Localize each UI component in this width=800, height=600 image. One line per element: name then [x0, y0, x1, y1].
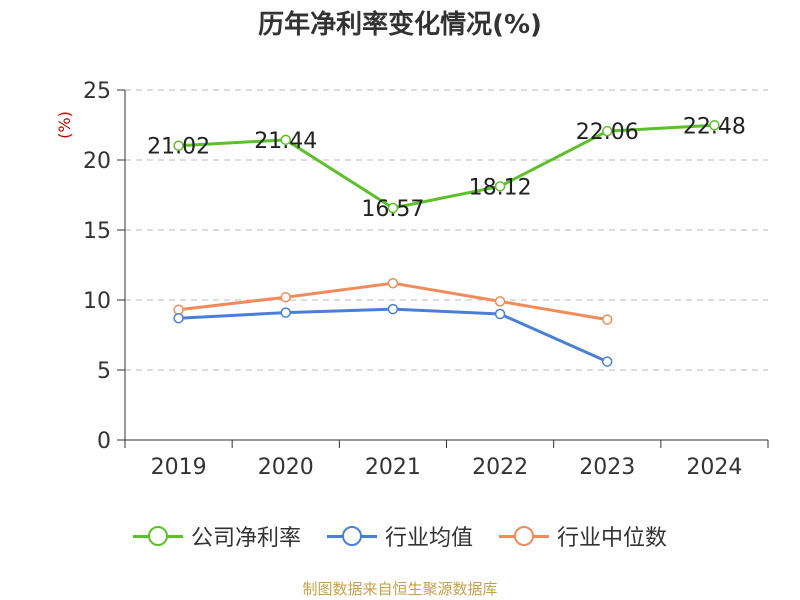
legend-item[interactable]: 行业中位数 — [499, 520, 667, 552]
data-label: 22.48 — [683, 114, 746, 139]
chart-title: 历年净利率变化情况(%) — [258, 10, 542, 40]
data-point — [280, 134, 291, 146]
source-note: 制图数据来自恒生聚源数据库 — [302, 580, 498, 598]
data-label: 21.02 — [147, 135, 210, 160]
data-point — [387, 303, 399, 315]
grid-lines — [125, 89, 768, 371]
y-tick-label: 10 — [83, 289, 111, 314]
data-point — [494, 181, 506, 192]
data-point — [387, 277, 399, 289]
data-point — [280, 291, 291, 303]
data-point — [173, 304, 184, 316]
y-tick-label: 0 — [97, 429, 111, 454]
y-tick-label: 20 — [83, 149, 111, 174]
legend-label: 行业均值 — [384, 526, 473, 551]
data-label: 16.57 — [361, 197, 424, 222]
legend-label: 行业中位数 — [557, 526, 668, 551]
data-point — [387, 202, 399, 214]
y-tick-label: 15 — [83, 219, 111, 244]
x-tick-label: 2023 — [579, 455, 635, 480]
y-tick-label: 5 — [97, 359, 111, 384]
legend-marker-icon — [499, 526, 549, 546]
legend-marker-icon — [132, 526, 183, 546]
y-tick-label: 25 — [83, 79, 111, 104]
series-lines — [173, 120, 720, 367]
data-label: 18.12 — [469, 175, 532, 200]
data-point — [173, 140, 184, 151]
legend-item[interactable]: 行业均值 — [326, 520, 473, 552]
data-point — [602, 356, 613, 367]
legend-item[interactable]: 公司净利率 — [132, 520, 301, 552]
legend: 公司净利率 行业均值 行业中位数 — [0, 520, 800, 552]
y-unit-label: (%) — [55, 111, 74, 139]
legend-marker-icon — [326, 526, 377, 546]
data-point — [602, 314, 613, 325]
x-tick-label: 2019 — [151, 455, 207, 480]
series-line-1 — [178, 123, 715, 210]
data-point — [602, 125, 613, 137]
x-tick-label: 2021 — [365, 455, 421, 480]
x-tick-label: 2020 — [258, 455, 314, 480]
series-line-2 — [178, 307, 608, 363]
x-tick-label: 2024 — [686, 455, 742, 480]
data-point — [494, 296, 506, 307]
x-tick-label: 2022 — [472, 455, 528, 480]
legend-label: 公司净利率 — [190, 526, 301, 551]
data-point — [173, 312, 184, 324]
data-labels: 21.02 21.44 16.57 18.12 22.06 22.48 — [147, 114, 746, 222]
data-point — [709, 120, 720, 131]
data-label: 21.44 — [254, 129, 317, 154]
data-label: 22.06 — [576, 120, 639, 145]
data-point — [280, 307, 291, 318]
data-point — [494, 308, 506, 320]
axes: 0 5 10 15 20 25 2019 2020 2021 2022 2023 2024 — [83, 79, 769, 480]
